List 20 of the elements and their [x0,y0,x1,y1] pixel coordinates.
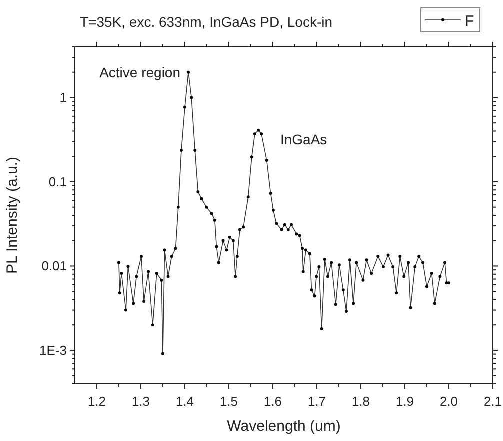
x-tick-label: 1.6 [264,394,282,409]
x-tick-label: 2.0 [440,394,458,409]
x-tick-label: 1.4 [176,394,194,409]
chart-title: T=35K, exc. 633nm, InGaAs PD, Lock-in [80,14,333,30]
x-tick-label: 1.9 [396,394,414,409]
legend-label: F [465,13,474,30]
x-tick-label: 1.3 [132,394,150,409]
x-tick-label: 1.2 [88,394,106,409]
x-tick-label: 1.8 [352,394,370,409]
x-tick-label: 1.7 [308,394,326,409]
x-tick-label: 1.5 [220,394,238,409]
y-tick-label: 0.01 [42,258,67,274]
x-axis-title: Wavelength (um) [227,418,341,435]
y-tick-label: 0.1 [48,174,67,190]
y-tick-label: 1 [60,90,67,106]
y-axis-title: PL Intensity (a.u.) [4,157,21,274]
annotation: Active region [100,64,181,80]
annotation: InGaAs [280,131,328,148]
y-tick-label: 1E-3 [40,342,67,358]
x-tick-label: 2.1 [484,394,502,409]
